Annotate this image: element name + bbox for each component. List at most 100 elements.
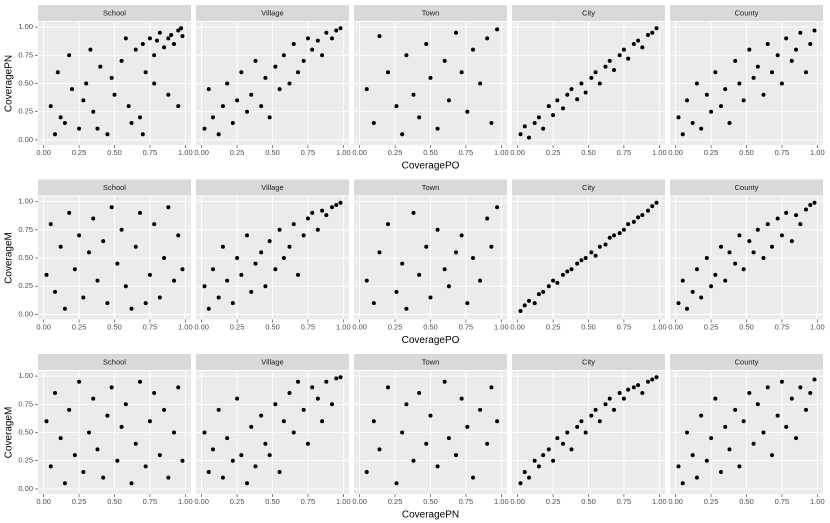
point <box>617 53 622 58</box>
point <box>166 92 171 97</box>
point <box>377 34 382 39</box>
point <box>459 396 464 401</box>
point <box>211 115 215 120</box>
point <box>67 53 72 58</box>
x-tick-label: 0.50 <box>423 322 438 331</box>
point <box>281 256 286 260</box>
y-tick-label: 0.50 <box>18 78 33 87</box>
point <box>454 453 458 458</box>
point <box>583 90 588 95</box>
strip-label: Village <box>261 8 283 17</box>
point <box>253 58 258 63</box>
point <box>617 231 622 236</box>
point <box>91 109 96 114</box>
strip <box>38 5 191 21</box>
point <box>565 430 570 435</box>
point <box>84 81 89 86</box>
point <box>239 453 244 458</box>
point <box>152 391 157 396</box>
point <box>495 419 500 424</box>
point <box>259 413 264 418</box>
point <box>324 30 329 35</box>
point <box>394 104 399 109</box>
x-tick-label: 0.25 <box>230 497 245 506</box>
point <box>98 64 103 69</box>
point <box>62 306 67 311</box>
point <box>804 407 808 412</box>
x-tick-label: 0.75 <box>775 322 790 331</box>
point <box>62 120 67 125</box>
point <box>138 210 142 215</box>
strip <box>196 354 349 370</box>
x-tick-label: 1.00 <box>652 148 667 157</box>
point <box>551 113 556 118</box>
point <box>485 441 490 446</box>
point <box>88 47 93 52</box>
point <box>95 126 100 131</box>
point <box>527 475 531 480</box>
x-tick-label: 0.25 <box>546 497 561 506</box>
x-tick-label: 0.00 <box>352 148 367 157</box>
point <box>617 391 622 396</box>
point <box>179 26 184 31</box>
x-tick-label: 0.25 <box>546 148 561 157</box>
point <box>291 222 296 227</box>
strip <box>354 354 507 370</box>
point <box>727 447 732 452</box>
x-tick-label: 0.75 <box>459 322 474 331</box>
point <box>789 239 794 244</box>
strip-label: County <box>735 8 759 17</box>
point <box>115 458 120 463</box>
point <box>263 441 268 446</box>
point <box>417 391 422 396</box>
point <box>123 36 128 41</box>
point <box>277 227 282 232</box>
point <box>424 42 429 47</box>
point <box>597 244 602 249</box>
x-tick-label: 0.00 <box>668 148 683 157</box>
point <box>465 424 470 429</box>
point <box>143 301 148 306</box>
point <box>680 278 685 283</box>
point <box>737 464 742 469</box>
point <box>109 75 114 80</box>
point <box>129 481 134 486</box>
point <box>454 30 458 35</box>
point <box>789 58 794 63</box>
point <box>583 430 588 435</box>
x-tick-label: 1.00 <box>494 148 509 157</box>
strip <box>670 179 823 196</box>
point <box>435 126 440 131</box>
point <box>459 233 464 238</box>
point <box>646 208 650 213</box>
x-tick-label: 0.50 <box>107 497 122 506</box>
point <box>411 210 416 215</box>
point <box>296 70 300 75</box>
point <box>81 295 86 300</box>
point <box>334 28 339 33</box>
point <box>680 132 685 137</box>
point <box>105 132 110 137</box>
point <box>747 239 752 244</box>
x-tick-label: 0.50 <box>581 322 596 331</box>
point <box>704 256 709 260</box>
point <box>454 250 458 255</box>
point <box>680 481 685 486</box>
point <box>575 97 580 102</box>
point <box>779 379 784 384</box>
point <box>371 301 376 306</box>
point <box>58 244 63 249</box>
point <box>105 413 110 418</box>
x-tick-label: 0.25 <box>704 322 719 331</box>
x-tick-label: 1.00 <box>494 497 509 506</box>
point <box>152 222 157 227</box>
point <box>536 115 541 120</box>
point <box>81 469 86 474</box>
x-tick-label: 0.50 <box>107 148 122 157</box>
point <box>636 215 641 220</box>
point <box>296 379 300 384</box>
x-tick-label: 1.00 <box>336 322 351 331</box>
point <box>569 267 574 272</box>
point <box>364 469 369 474</box>
